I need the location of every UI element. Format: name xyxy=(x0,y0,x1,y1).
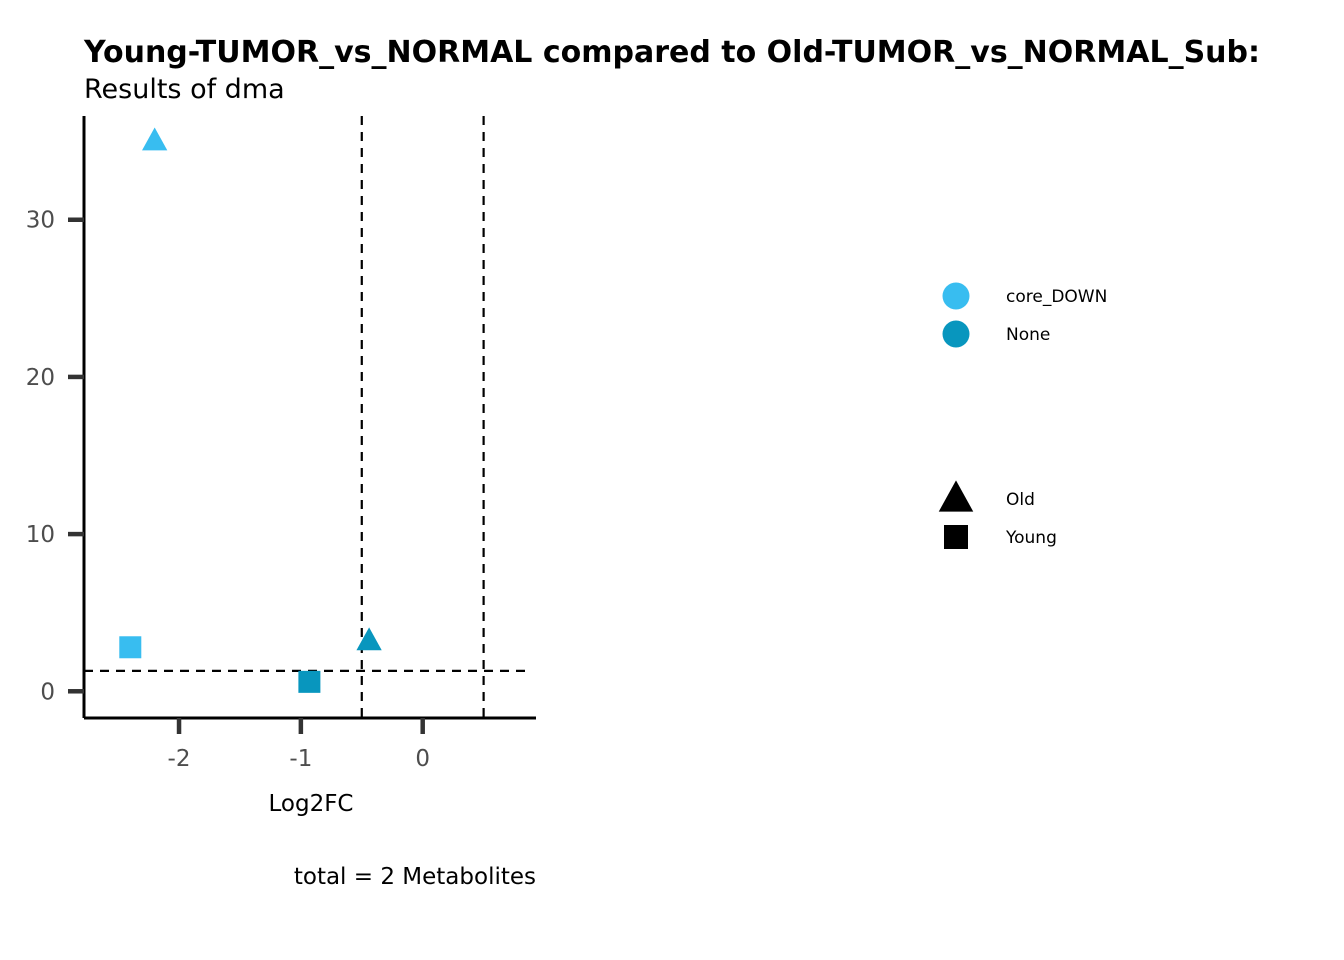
chart-title: Young-TUMOR_vs_NORMAL compared to Old-TU… xyxy=(83,35,1260,70)
chart-subtitle: Results of dma xyxy=(84,74,285,105)
chart-caption: total = 2 Metabolites xyxy=(294,864,536,890)
legend-color-key xyxy=(942,320,970,348)
legend-color-label: None xyxy=(1006,325,1050,345)
x-tick-label: -1 xyxy=(289,746,312,772)
data-point-old-core-down xyxy=(142,127,168,151)
legend-shape-key-square xyxy=(944,525,968,549)
data-point-old-none xyxy=(356,627,382,651)
legend: core_DOWN None Old Young xyxy=(938,282,1107,549)
y-tick-label: 0 xyxy=(40,679,55,705)
legend-shape-label: Old xyxy=(1006,490,1035,510)
y-tick-label: 10 xyxy=(26,522,55,548)
x-tick-label: 0 xyxy=(415,746,430,772)
data-point-young-none xyxy=(298,670,321,693)
legend-shape-key-triangle xyxy=(938,480,974,512)
x-tick-label: -2 xyxy=(168,746,191,772)
x-axis-title: Log2FC xyxy=(268,791,353,817)
data-point-young-core-down xyxy=(119,636,142,659)
legend-color-key xyxy=(942,282,970,310)
legend-shape-label: Young xyxy=(1005,528,1057,548)
y-tick-label: 30 xyxy=(26,208,55,234)
plot-area: 0 10 20 30 -2 -1 0 xyxy=(26,116,536,772)
legend-color-label: core_DOWN xyxy=(1006,287,1107,307)
y-tick-label: 20 xyxy=(26,365,55,391)
